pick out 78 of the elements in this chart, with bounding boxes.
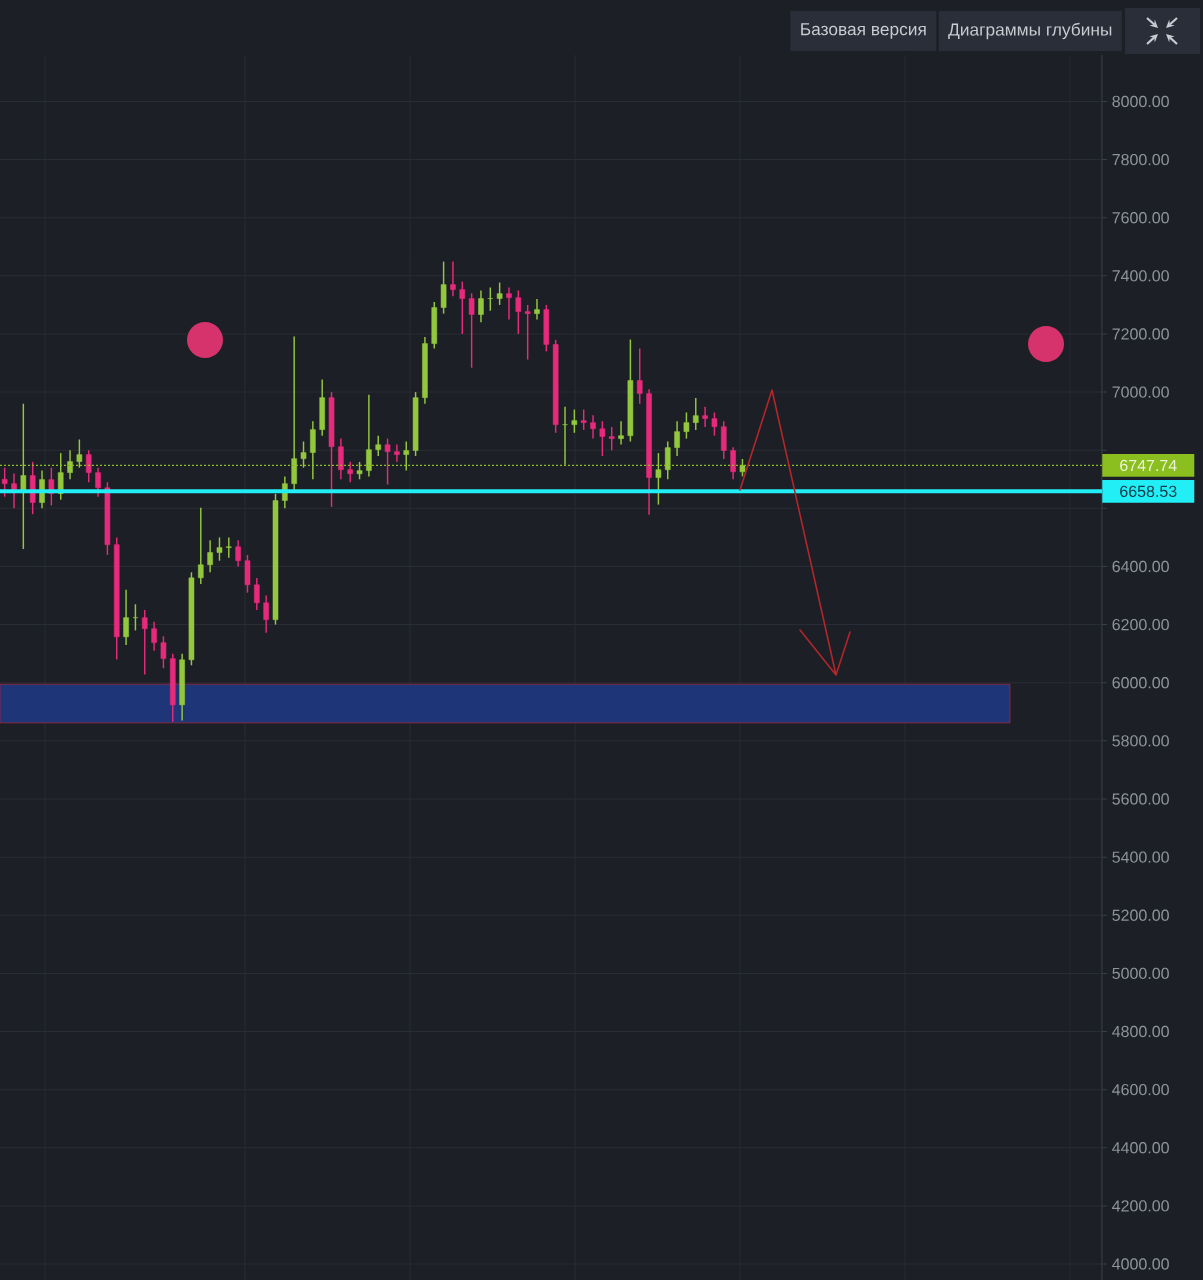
- candlestick: [403, 440, 410, 472]
- y-tick-label: 5800.00: [1112, 735, 1169, 747]
- y-tick-label: 7000.00: [1112, 386, 1169, 398]
- candlestick: [711, 411, 718, 437]
- candlestick: [478, 289, 484, 324]
- candlestick: [664, 440, 671, 481]
- y-tick-label: 7600.00: [1112, 212, 1169, 224]
- candlestick: [608, 426, 615, 451]
- candlestick: [76, 438, 83, 469]
- candlestick: [394, 443, 400, 463]
- candlestick: [515, 289, 522, 335]
- y-tick-label: 7800.00: [1112, 153, 1169, 166]
- candlestick: [338, 437, 344, 481]
- y-tick-label: 7400.00: [1112, 270, 1169, 282]
- candlestick: [571, 408, 578, 434]
- candlestick: [524, 304, 531, 361]
- candlestick: [674, 420, 680, 457]
- y-tick-label: 5200.00: [1112, 909, 1169, 921]
- candlestick: [198, 507, 204, 585]
- text: Базовая версия: [801, 23, 926, 39]
- y-tick-label: 7200.00: [1112, 328, 1169, 340]
- candlestick: [254, 577, 260, 611]
- y-tick-label: 4800.00: [1112, 1025, 1169, 1038]
- candlestick: [702, 405, 708, 428]
- candlestick: [216, 536, 223, 562]
- candlestick: [562, 405, 568, 466]
- candlestick: [636, 347, 643, 405]
- candlestick: [67, 449, 73, 481]
- candlestick: [375, 434, 382, 457]
- candlestick: [683, 411, 690, 440]
- candlestick: [459, 280, 466, 335]
- candlestick: [440, 260, 447, 315]
- candlestick: [207, 539, 213, 574]
- candlestick: [20, 403, 27, 550]
- candlestick: [534, 298, 540, 321]
- text: Диаграммы глубины: [948, 22, 1112, 40]
- candlestick: [384, 437, 391, 486]
- candlestick: [655, 452, 662, 506]
- y-tick-label: 6000.00: [1112, 677, 1169, 689]
- y-tick-label: 8000.00: [1112, 95, 1169, 108]
- candlestick: [123, 589, 129, 646]
- candlestick: [151, 620, 157, 652]
- candlestick: [366, 393, 372, 478]
- y-tick-label: 5400.00: [1112, 851, 1169, 863]
- y-tick-label: 4000.00: [1112, 1258, 1169, 1270]
- candlestick: [310, 420, 316, 481]
- candlestick: [506, 286, 512, 321]
- ref-line-label: 6658.53: [1120, 485, 1177, 498]
- y-tick-label: 4400.00: [1112, 1142, 1169, 1154]
- candlestick: [468, 292, 475, 369]
- candlestick: [160, 635, 167, 669]
- candlestick: [1, 466, 8, 498]
- candlestick: [720, 420, 727, 460]
- candlestick: [590, 414, 596, 440]
- candlestick: [580, 408, 587, 431]
- candlestick: [347, 461, 354, 483]
- candlestick: [85, 449, 92, 483]
- y-tick-label: 4200.00: [1112, 1200, 1169, 1212]
- candlestick: [235, 539, 241, 568]
- y-tick-label: 5000.00: [1112, 967, 1169, 980]
- y-tick-label: 5600.00: [1112, 793, 1169, 805]
- y-tick-label: 6400.00: [1112, 560, 1169, 573]
- candlestick: [300, 440, 307, 469]
- candlestick: [132, 603, 139, 632]
- ref-line-label: 6747.74: [1120, 459, 1177, 472]
- candlestick: [141, 609, 148, 676]
- candlestick: [599, 420, 606, 457]
- candlestick: [95, 466, 101, 498]
- candlestick: [692, 397, 699, 431]
- y-tick-label: 6200.00: [1112, 618, 1169, 631]
- candlestick: [618, 420, 624, 446]
- candlestick: [226, 536, 232, 559]
- candlestick: [263, 594, 269, 634]
- candlestick: [496, 281, 503, 306]
- candlestick: [730, 446, 736, 481]
- candlestick: [487, 286, 494, 312]
- candlestick: [450, 260, 456, 297]
- y-tick-label: 4600.00: [1112, 1083, 1169, 1096]
